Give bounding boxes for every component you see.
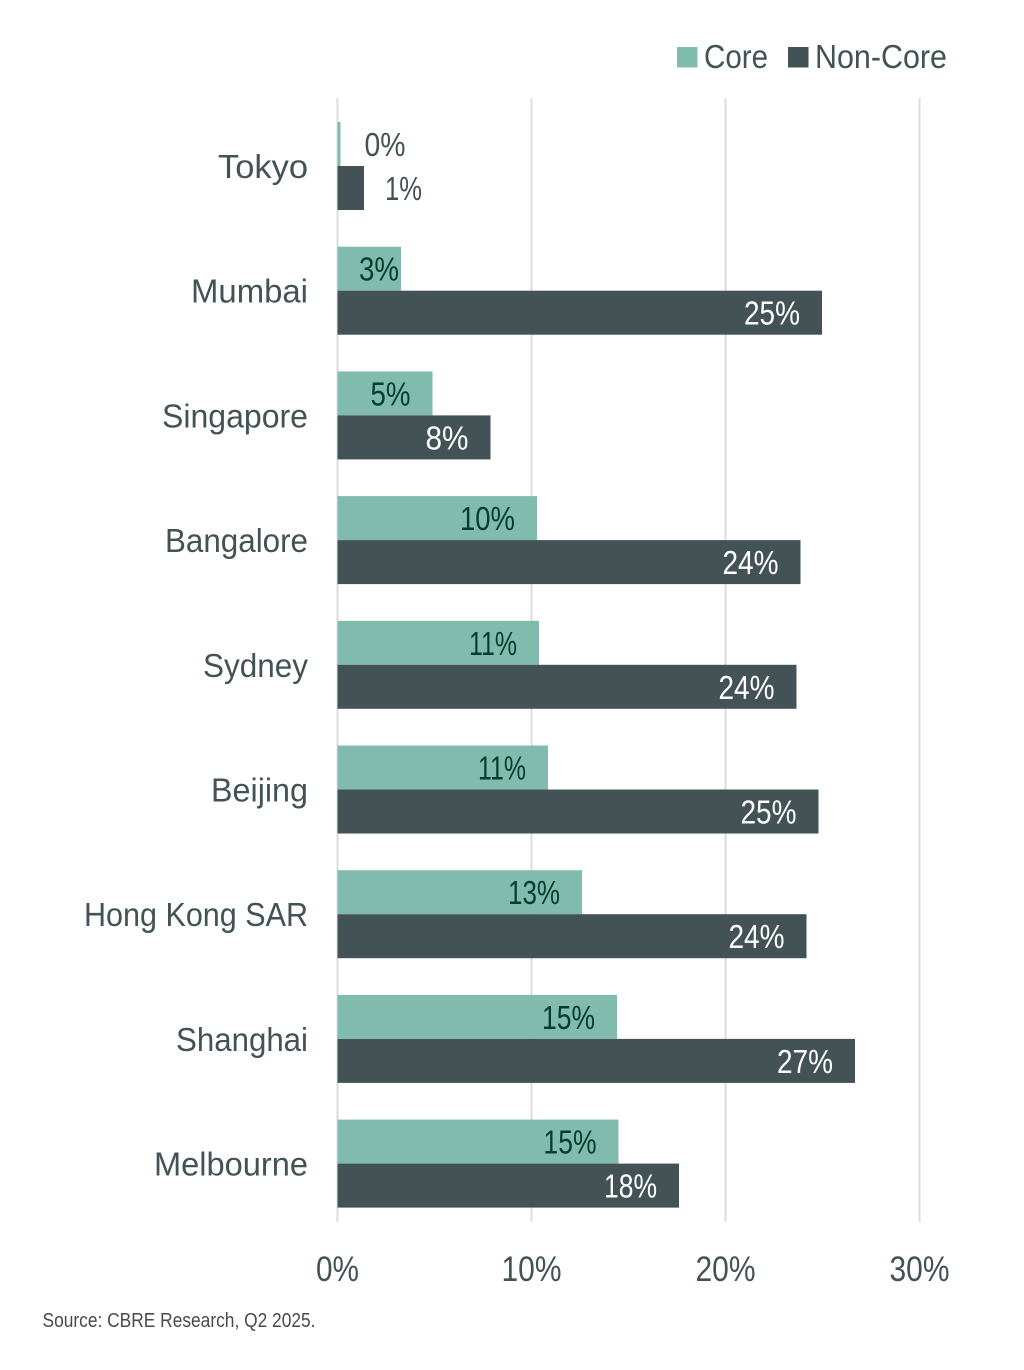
svg-text:3%: 3% <box>359 251 399 288</box>
svg-text:13%: 13% <box>508 874 560 911</box>
svg-text:25%: 25% <box>744 295 800 332</box>
svg-text:15%: 15% <box>542 999 595 1036</box>
svg-text:1%: 1% <box>385 170 422 207</box>
svg-text:11%: 11% <box>469 625 517 662</box>
svg-text:25%: 25% <box>741 794 797 831</box>
svg-text:5%: 5% <box>371 375 411 412</box>
svg-text:Bangalore: Bangalore <box>165 522 308 559</box>
svg-text:20%: 20% <box>696 1250 756 1289</box>
svg-text:24%: 24% <box>729 918 785 955</box>
svg-text:Non-Core: Non-Core <box>815 38 947 75</box>
svg-text:18%: 18% <box>604 1168 657 1205</box>
svg-text:Beijing: Beijing <box>211 772 308 809</box>
svg-text:0%: 0% <box>365 126 406 163</box>
svg-text:8%: 8% <box>426 419 469 456</box>
svg-text:Source: CBRE Research, Q2 2025: Source: CBRE Research, Q2 2025. <box>43 1310 316 1332</box>
svg-text:Shanghai: Shanghai <box>176 1021 308 1058</box>
svg-text:11%: 11% <box>478 750 526 787</box>
svg-text:Sydney: Sydney <box>203 647 308 684</box>
svg-text:Melbourne: Melbourne <box>154 1146 308 1183</box>
svg-text:10%: 10% <box>502 1250 562 1289</box>
svg-text:Tokyo: Tokyo <box>218 148 308 185</box>
svg-text:Singapore: Singapore <box>162 397 308 434</box>
svg-text:Hong Kong SAR: Hong Kong SAR <box>84 896 308 933</box>
svg-text:15%: 15% <box>544 1124 597 1161</box>
svg-text:10%: 10% <box>460 500 515 537</box>
svg-text:Core: Core <box>704 38 768 75</box>
svg-text:0%: 0% <box>316 1250 359 1289</box>
svg-text:24%: 24% <box>723 544 779 581</box>
svg-text:24%: 24% <box>719 669 775 706</box>
svg-text:Mumbai: Mumbai <box>191 273 308 310</box>
svg-text:30%: 30% <box>890 1250 950 1289</box>
svg-text:27%: 27% <box>777 1043 833 1080</box>
